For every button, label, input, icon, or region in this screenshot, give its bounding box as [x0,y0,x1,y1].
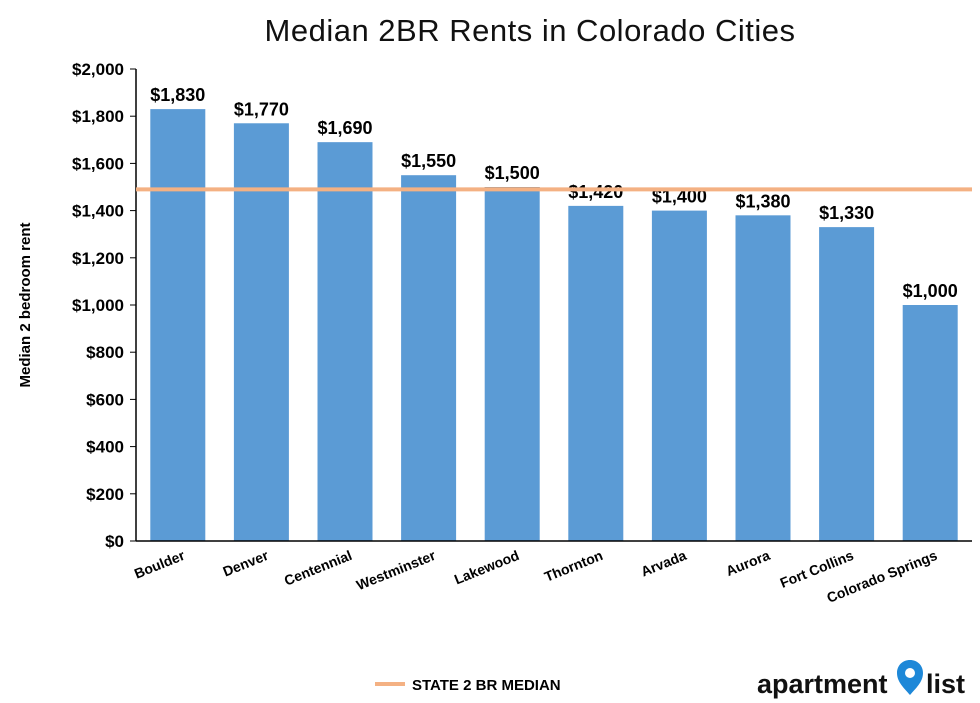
data-label: $1,770 [234,99,289,119]
y-axis-ticks: $0 $200 $400 $600 $800 $1,000 $1,200 $1,400 $1,6… [72,60,136,551]
x-tick-label: Westminster [354,547,438,593]
x-tick-label: Lakewood [452,547,521,587]
y-tick-label: $1,800 [72,107,124,126]
data-label: $1,400 [652,187,707,207]
y-tick-label: $1,200 [72,249,124,268]
y-tick-label: $200 [86,485,124,504]
y-tick-label: $400 [86,438,124,457]
data-label: $1,830 [150,85,205,105]
x-tick-label: Boulder [132,547,188,582]
y-tick-label: $600 [86,390,124,409]
data-label: $1,550 [401,151,456,171]
bar-denver [233,123,289,541]
x-tick-label: Denver [221,547,272,580]
apartment-list-logo: apartment list [757,660,965,699]
y-tick-label: $1,600 [72,154,124,173]
bar-boulder [150,109,206,542]
bar-aurora [735,215,791,541]
bar-lakewood [484,187,540,541]
data-label: $1,330 [819,203,874,223]
x-tick-label: Centennial [282,547,354,589]
x-tick-label: Arvada [639,547,689,580]
legend-label-state-median: STATE 2 BR MEDIAN [412,677,561,694]
bar-centennial [317,142,373,541]
chart-title: Median 2BR Rents in Colorado Cities [265,13,796,48]
data-label: $1,380 [735,191,790,211]
x-tick-label: Aurora [724,547,773,579]
bar-fort-collins [819,227,875,541]
y-tick-label: $1,000 [72,296,124,315]
data-label: $1,000 [903,281,958,301]
bars [150,109,958,542]
data-label: $1,500 [485,163,540,183]
y-tick-label: $2,000 [72,60,124,79]
bar-thornton [568,205,624,541]
legend: STATE 2 BR MEDIAN [375,677,561,694]
bar-westminster [401,175,457,541]
logo-text-apartment: apartment [757,669,888,699]
y-tick-label: $0 [105,532,124,551]
y-tick-label: $1,400 [72,202,124,221]
bar-arvada [651,210,707,541]
y-axis-label: Median 2 bedroom rent [17,222,34,387]
bar-colorado-springs [902,305,958,541]
logo-text-list: list [926,669,965,699]
data-labels: $1,830 $1,770 $1,690 $1,550 $1,500 $1,420 $1,4… [150,85,957,301]
data-label: $1,690 [317,118,372,138]
x-tick-label: Thornton [542,547,605,585]
data-label: $1,420 [568,182,623,202]
y-tick-label: $800 [86,343,124,362]
x-axis-ticks: Boulder Denver Centennial Westminster Lakewo… [132,547,940,606]
location-pin-dot-icon [905,668,915,678]
